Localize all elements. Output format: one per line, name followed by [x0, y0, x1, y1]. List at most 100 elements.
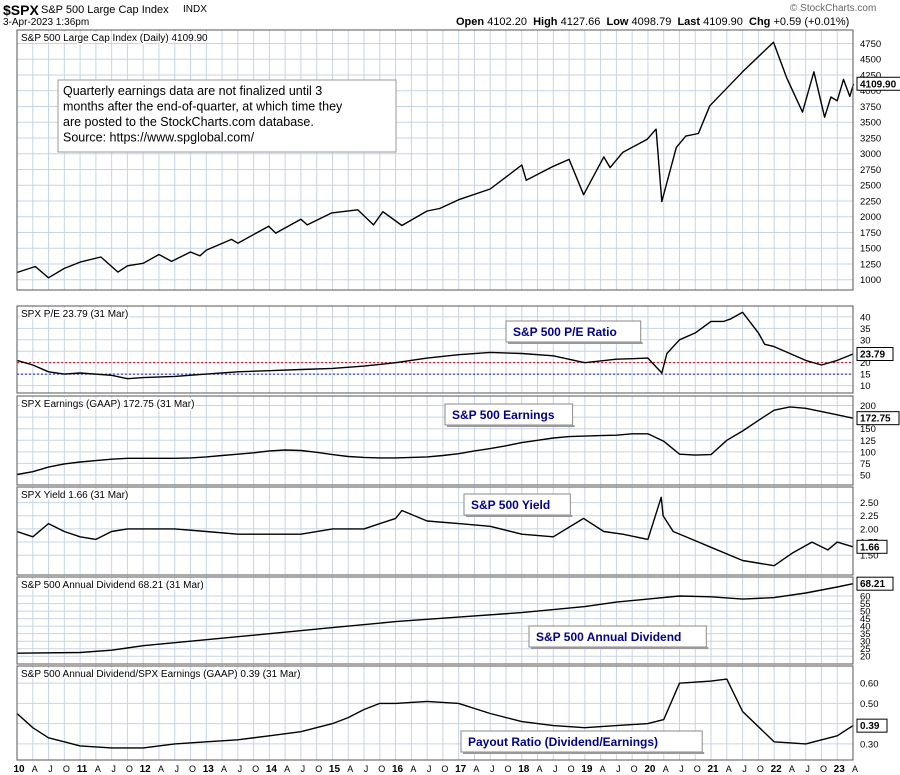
x-tick-label: 11 — [77, 764, 88, 775]
panel-frame — [16, 305, 854, 394]
y-tick-label: 40 — [860, 312, 871, 323]
y-tick-label: 35 — [860, 629, 871, 640]
open-value: 4102.20 — [487, 16, 527, 28]
y-tick-label: 125 — [860, 436, 876, 447]
x-tick-label: A — [410, 764, 416, 774]
x-tick-label: A — [663, 764, 669, 774]
y-tick-label: 1750 — [860, 228, 881, 239]
panel-title: Payout Ratio (Dividend/Earnings) — [468, 735, 658, 749]
x-tick-label: J — [48, 764, 53, 774]
x-tick-label: O — [252, 764, 259, 774]
x-tick-label: 20 — [644, 764, 656, 775]
y-tick-label: 0.60 — [860, 679, 879, 690]
annotation-box — [57, 79, 397, 153]
y-tick-label: 3750 — [860, 102, 881, 113]
y-tick-label: 25 — [860, 644, 871, 655]
chart-date: 3-Apr-2023 1:36pm — [3, 17, 90, 28]
y-tick-label: 30 — [860, 335, 871, 346]
x-tick-label: A — [473, 764, 479, 774]
annotation-line: Source: https://www.spglobal.com/ — [63, 131, 255, 145]
y-tick-label: 10 — [860, 381, 871, 392]
y-tick-label: 4500 — [860, 55, 881, 66]
payout-series-line — [16, 678, 854, 749]
x-tick-label: O — [631, 764, 638, 774]
y-tick-label: 2.25 — [860, 511, 879, 522]
x-tick-label: 19 — [581, 764, 593, 775]
open-label: Open — [456, 16, 485, 28]
y-tick-label: 2.00 — [860, 524, 879, 535]
y-tick-label: 0.50 — [860, 699, 879, 710]
ohlc-quote: Open 4102.20 High 4127.66 Low 4098.79 La… — [456, 16, 849, 28]
x-tick-label: A — [347, 764, 353, 774]
x-tick-label: O — [315, 764, 322, 774]
y-tick-label: 50 — [860, 607, 871, 618]
last-value-box — [856, 576, 894, 591]
symbol: $SPX — [3, 2, 39, 18]
earnings-series-line — [16, 406, 854, 476]
y-tick-label: 4000 — [860, 86, 881, 97]
x-tick-label: A — [95, 764, 101, 774]
x-tick-label: J — [616, 764, 621, 774]
index-name: S&P 500 Large Cap Index — [41, 4, 169, 16]
y-tick-label: 3000 — [860, 149, 881, 160]
yield-series-line — [16, 496, 854, 567]
y-tick-label: 45 — [860, 614, 871, 625]
x-tick-label: A — [852, 764, 858, 774]
panel-frame — [16, 486, 854, 576]
last-value-box — [856, 539, 888, 554]
price-panel: 4750 4500 4250 4000 3750 3500 3250 3000 2750 2500… — [16, 29, 900, 291]
x-tick-label: J — [427, 764, 432, 774]
x-tick-label: A — [789, 764, 795, 774]
panel-legend: SPX P/E 23.79 (31 Mar) — [21, 309, 128, 320]
x-tick-label: O — [189, 764, 196, 774]
x-tick-label: J — [364, 764, 369, 774]
x-tick-label: A — [537, 764, 543, 774]
x-tick-label: J — [490, 764, 495, 774]
earnings-panel: 2001751501251007550SPX Earnings (GAAP) 1… — [16, 395, 900, 486]
panel-legend: S&P 500 Large Cap Index (Daily) 4109.90 — [21, 33, 208, 44]
x-tick-label: 16 — [392, 764, 404, 775]
y-tick-label: 60 — [860, 592, 871, 603]
last-value-label: 172.75 — [860, 414, 891, 425]
panel-legend: S&P 500 Annual Dividend 68.21 (31 Mar) — [21, 580, 204, 591]
last-value-box — [856, 346, 894, 361]
x-tick-label: O — [504, 764, 511, 774]
price-series-line — [16, 41, 855, 279]
x-tick-label: J — [805, 764, 810, 774]
pe-panel: 40353025201510SPX P/E 23.79 (31 Mar)23.7… — [16, 305, 894, 394]
x-tick-label: 18 — [518, 764, 530, 775]
y-tick-label: 3500 — [860, 118, 881, 129]
y-tick-label: 2500 — [860, 181, 881, 192]
x-tick-label: J — [742, 764, 747, 774]
y-tick-label: 30 — [860, 637, 871, 648]
last-value-label: 0.39 — [860, 721, 880, 732]
exchange: INDX — [183, 4, 207, 15]
y-tick-label: 100 — [860, 447, 876, 458]
y-tick-label: 2750 — [860, 165, 881, 176]
x-tick-label: A — [32, 764, 38, 774]
y-tick-label: 150 — [860, 424, 876, 435]
y-tick-label: 20 — [860, 358, 871, 369]
panel-title-shadow — [466, 515, 573, 517]
x-tick-label: A — [726, 764, 732, 774]
panel-title: S&P 500 P/E Ratio — [513, 325, 617, 339]
x-tick-label: 22 — [771, 764, 783, 775]
y-tick-label: 0.30 — [860, 739, 879, 750]
y-tick-label: 2000 — [860, 212, 881, 223]
y-tick-label: 4750 — [860, 39, 881, 50]
panel-title-shadow — [447, 425, 575, 427]
last-value-label: 4109.90 — [860, 79, 897, 90]
x-tick-label: O — [378, 764, 385, 774]
y-tick-label: 4250 — [860, 70, 881, 81]
panel-legend: SPX Yield 1.66 (31 Mar) — [21, 490, 128, 501]
payout-panel: 0.600.500.400.30S&P 500 Annual Dividend/… — [16, 665, 888, 761]
last-value-label: 68.21 — [860, 579, 885, 590]
low-label: Low — [606, 16, 629, 28]
last-label: Last — [677, 16, 701, 28]
last-value: 4109.90 — [703, 16, 743, 28]
x-tick-label: J — [553, 764, 558, 774]
y-tick-label: 40 — [860, 622, 871, 633]
x-tick-label: 13 — [203, 764, 215, 775]
